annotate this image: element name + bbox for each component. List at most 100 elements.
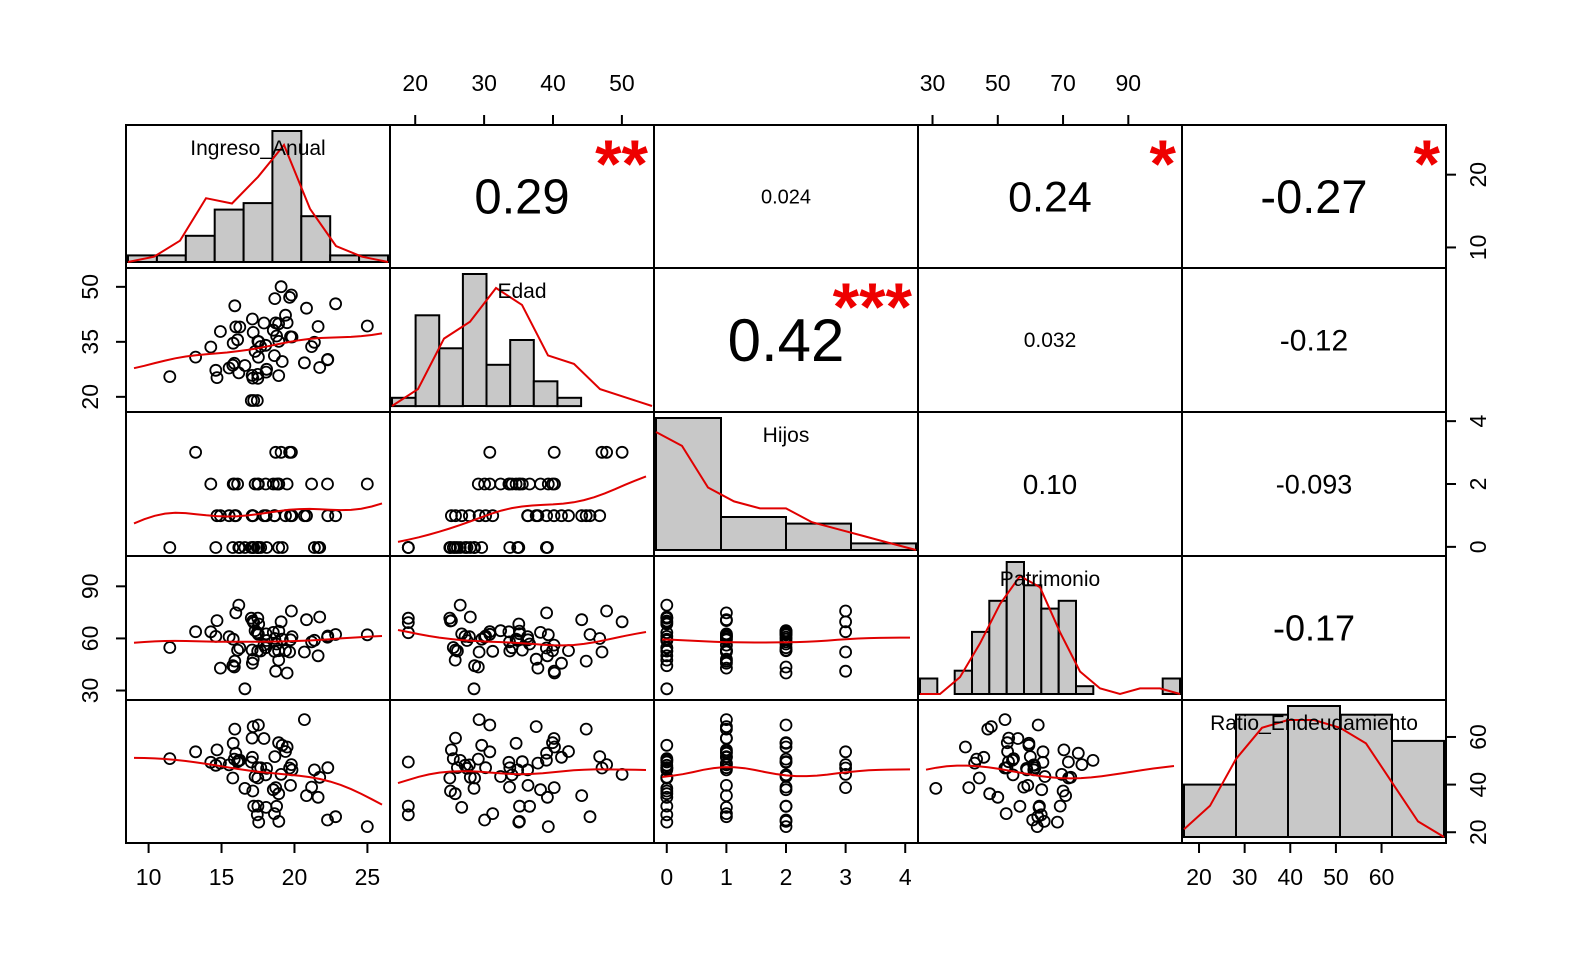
scatter-point: [660, 641, 674, 655]
scatter-point: [251, 371, 265, 385]
scatter-point: [321, 761, 335, 775]
scatter-point: [274, 280, 288, 294]
smooth-line: [397, 629, 647, 647]
scatter-point: [449, 731, 462, 745]
scatter-point: [531, 756, 545, 770]
scatter-point: [284, 445, 298, 459]
tick-label: 35: [77, 329, 103, 355]
scatter-point: [779, 783, 793, 797]
scatter-panel: [133, 445, 383, 554]
scatter-point: [268, 750, 282, 763]
scatter-point: [660, 611, 674, 625]
scatter-point: [720, 661, 733, 675]
scatter-point: [267, 807, 281, 820]
scatter-panel: [397, 713, 647, 833]
histogram-bar: [953, 669, 974, 696]
panel-frame: [125, 267, 391, 413]
scatter-point: [779, 632, 793, 646]
scatter-point: [720, 720, 733, 733]
histogram-bar: [1391, 739, 1445, 839]
scatter-point: [983, 787, 997, 801]
scatter-point: [300, 301, 313, 315]
scatter-point: [444, 509, 458, 523]
correlation-value: 0.024: [761, 186, 811, 208]
scatter-panel: [397, 445, 647, 554]
scatter-point: [250, 808, 264, 822]
scatter-point: [467, 682, 481, 696]
scatter-point: [1051, 815, 1064, 829]
scatter-point: [475, 541, 489, 554]
scatter-point: [227, 356, 241, 370]
scatter-point: [478, 813, 492, 827]
scatter-point: [503, 541, 517, 554]
scatter-point: [449, 643, 462, 657]
scatter-point: [268, 292, 282, 306]
scatter-point: [929, 782, 943, 795]
scatter-point: [503, 780, 516, 794]
scatter-point: [238, 359, 252, 372]
scatter-point: [443, 771, 457, 785]
scatter-point: [839, 604, 852, 618]
scatter-point: [600, 604, 613, 618]
significance-stars: *: [1150, 126, 1177, 202]
smooth-line: [133, 502, 383, 525]
scatter-point: [280, 740, 294, 754]
scatter-point: [270, 799, 284, 813]
scatter-point: [660, 753, 674, 767]
scatter-point: [297, 645, 311, 659]
scatter-point: [329, 810, 343, 824]
scatter-point: [779, 752, 793, 766]
scatter-panel: [660, 713, 911, 833]
scatter-point: [593, 509, 607, 523]
scatter-point: [977, 750, 991, 764]
correlation-value: 0.42: [728, 307, 845, 374]
tick-label: 50: [77, 274, 103, 300]
tick-label: 3: [839, 864, 852, 890]
panel-frame: [125, 411, 391, 557]
scatter-point: [311, 649, 325, 663]
scatter-point: [991, 790, 1005, 804]
scatter-point: [593, 750, 607, 763]
scatter-point: [248, 624, 262, 638]
histogram-bar: [300, 215, 332, 263]
scatter-point: [562, 644, 575, 657]
smooth-line: [133, 332, 383, 370]
scatter-point: [321, 352, 335, 366]
scatter-point: [540, 746, 553, 760]
variable-label: Ingreso_Anual: [190, 137, 325, 160]
scatter-point: [313, 361, 327, 374]
scatter-point: [210, 371, 224, 385]
scatter-point: [575, 789, 589, 802]
scatter-point: [467, 782, 481, 795]
scatter-point: [779, 820, 793, 833]
scatter-point: [229, 606, 243, 620]
scatter-point: [555, 656, 568, 670]
scatter-point: [479, 509, 493, 523]
scatter-point: [962, 781, 976, 794]
correlation-value: 0.10: [1023, 469, 1078, 500]
density-curve: [127, 143, 389, 263]
scatter-point: [1053, 799, 1067, 813]
scatter-point: [226, 736, 240, 750]
scatter-point: [839, 758, 852, 771]
tick-label: 20: [1186, 864, 1212, 890]
scatter-point: [401, 755, 415, 769]
scatter-point: [547, 781, 561, 794]
scatter-point: [720, 633, 733, 647]
scatter-point: [615, 445, 629, 459]
tick-label: 2: [1465, 478, 1491, 491]
scatter-point: [998, 713, 1012, 726]
scatter-point: [449, 509, 462, 523]
scatter-point: [468, 541, 482, 554]
scatter-point: [579, 654, 593, 668]
histogram-bar: [242, 202, 274, 264]
scatter-point: [523, 799, 536, 813]
tick-label: 0: [1465, 541, 1491, 554]
tick-label: 30: [77, 678, 103, 704]
scatter-point: [260, 362, 274, 376]
histogram-bar: [461, 273, 488, 407]
histogram-bar: [184, 234, 216, 264]
scatter-point: [245, 312, 259, 326]
scatter-point: [226, 336, 240, 350]
histogram-bar: [509, 339, 535, 407]
